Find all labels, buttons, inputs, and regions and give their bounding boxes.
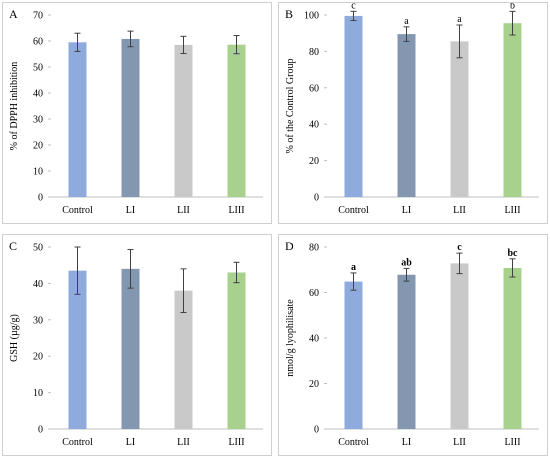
bar <box>344 281 363 429</box>
y-tick-label: 20 <box>309 379 319 390</box>
y-tick-label: 0 <box>314 425 319 436</box>
bar <box>397 34 416 197</box>
y-tick-label: 80 <box>309 243 319 254</box>
chart-panel-b: B % of the Control Group 0 20 40 60 80 100 c Con… <box>278 2 548 224</box>
bar <box>174 290 193 429</box>
bar <box>503 23 522 197</box>
chart-a-svg: % of DPPH inhibition 0 10 20 30 40 50 60 70 Contr… <box>9 11 263 216</box>
bar <box>68 270 87 429</box>
y-tick-label: 40 <box>309 334 319 345</box>
y-axis-label: GSH (µg/g) <box>9 314 20 362</box>
x-tick-label: LIII <box>228 205 244 216</box>
chart-c-svg: GSH (µg/g) 0 10 20 30 40 50 Control LI LII LIII <box>9 243 263 448</box>
y-axis-label: % of DPPH inhibition <box>9 62 20 151</box>
bar <box>121 268 140 429</box>
y-axis-label: nmol/g lyophilisate <box>285 299 296 377</box>
significance-label: c <box>351 3 356 11</box>
significance-label: a <box>351 262 356 273</box>
y-tick-label: 10 <box>33 388 43 399</box>
bar <box>450 41 469 197</box>
y-tick-label: 10 <box>33 167 43 178</box>
y-tick-label: 20 <box>309 156 319 167</box>
y-tick-label: 100 <box>304 11 319 22</box>
x-tick-label: Control <box>338 205 369 216</box>
y-tick-label: 40 <box>309 120 319 131</box>
y-tick-label: 0 <box>38 425 43 436</box>
chart-panel-a: A % of DPPH inhibition 0 10 20 30 40 50 60 70 Con… <box>2 2 272 224</box>
x-tick-label: LII <box>177 437 190 448</box>
chart-d-svg: nmol/g lyophilisate 0 20 40 60 80 a Control ab LI… <box>285 242 539 448</box>
significance-label: a <box>457 14 462 25</box>
y-tick-label: 20 <box>33 141 43 152</box>
y-tick-label: 80 <box>309 47 319 58</box>
bar <box>121 38 140 197</box>
x-tick-label: Control <box>62 205 93 216</box>
chart-b-svg: % of the Control Group 0 20 40 60 80 100 c Contr… <box>285 3 539 216</box>
significance-label: a <box>404 16 409 27</box>
panel-letter: B <box>285 7 294 21</box>
y-tick-label: 70 <box>33 11 43 22</box>
panel-letter: A <box>9 7 18 21</box>
x-tick-label: LI <box>126 437 135 448</box>
x-tick-label: LIII <box>504 205 520 216</box>
x-tick-label: Control <box>338 437 369 448</box>
bar <box>227 44 246 197</box>
x-tick-label: LI <box>126 205 135 216</box>
x-tick-label: Control <box>62 437 93 448</box>
bar <box>397 274 416 429</box>
panel-letter: C <box>9 239 18 253</box>
x-tick-label: LI <box>402 437 411 448</box>
bar <box>344 15 363 197</box>
y-tick-label: 40 <box>33 89 43 100</box>
x-tick-label: LI <box>402 205 411 216</box>
y-tick-label: 40 <box>33 279 43 290</box>
x-tick-label: LII <box>453 205 466 216</box>
y-tick-label: 60 <box>33 37 43 48</box>
panel-letter: D <box>285 239 294 253</box>
y-tick-label: 30 <box>33 315 43 326</box>
significance-label: bc <box>508 248 519 259</box>
x-tick-label: LIII <box>504 437 520 448</box>
significance-label: ab <box>401 257 412 268</box>
y-tick-label: 0 <box>38 193 43 204</box>
y-tick-label: 50 <box>33 63 43 74</box>
bar <box>227 272 246 429</box>
y-tick-label: 60 <box>309 83 319 94</box>
y-tick-label: 60 <box>309 288 319 299</box>
chart-panel-c: C GSH (µg/g) 0 10 20 30 40 50 Control LI LII LIII <box>2 234 272 456</box>
y-tick-label: 50 <box>33 243 43 254</box>
significance-label: c <box>457 242 462 253</box>
x-tick-label: LIII <box>228 437 244 448</box>
x-tick-label: LII <box>177 205 190 216</box>
y-tick-label: 20 <box>33 352 43 363</box>
y-axis-label: % of the Control Group <box>285 59 296 154</box>
x-tick-label: LII <box>453 437 466 448</box>
bar <box>450 263 469 429</box>
bar <box>503 267 522 429</box>
chart-panel-d: D nmol/g lyophilisate 0 20 40 60 80 a Control ab… <box>278 234 548 456</box>
significance-label: b <box>510 3 515 11</box>
bar <box>68 42 87 197</box>
bar <box>174 44 193 198</box>
y-tick-label: 0 <box>314 193 319 204</box>
y-tick-label: 30 <box>33 115 43 126</box>
